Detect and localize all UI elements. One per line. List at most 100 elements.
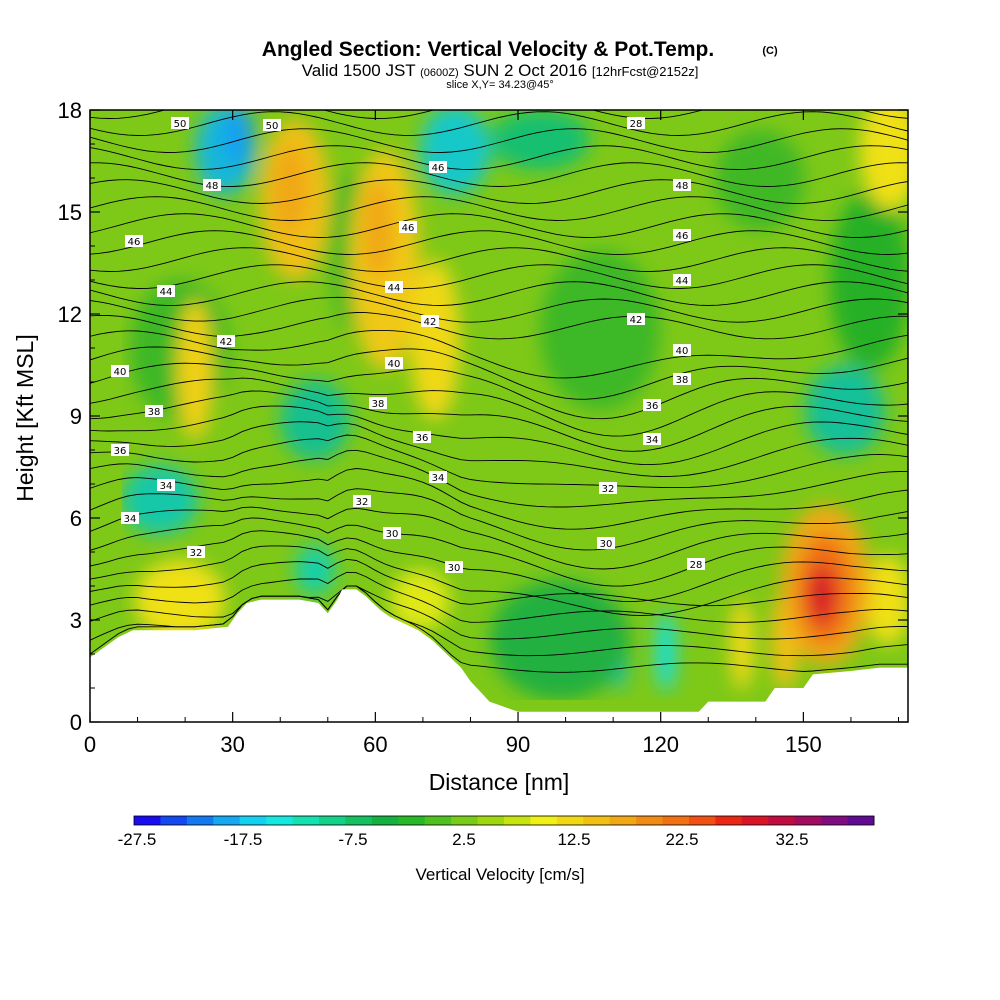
colorbar-swatch bbox=[213, 816, 241, 825]
colorbar-swatch bbox=[741, 816, 769, 825]
x-tick-label: 90 bbox=[506, 732, 530, 757]
isoline bbox=[90, 213, 908, 238]
subtitle-forecast: [12hrFcst@2152z] bbox=[592, 64, 698, 79]
contour-label: 40 bbox=[111, 365, 129, 378]
isoline bbox=[90, 145, 908, 170]
contour-label-box bbox=[217, 335, 235, 347]
subtitle-date: SUN 2 Oct 2016 bbox=[463, 61, 587, 80]
x-axis-label: Distance [nm] bbox=[429, 769, 570, 795]
isoline bbox=[90, 468, 908, 530]
contour-label: 44 bbox=[157, 285, 175, 298]
chart-title-unit: (C) bbox=[762, 45, 778, 57]
colorbar-swatch bbox=[398, 816, 426, 825]
isoline bbox=[90, 506, 908, 570]
x-axis-ticks: 0 30 60 90 120 150 bbox=[84, 110, 899, 757]
field-blob bbox=[830, 190, 908, 370]
contour-label-text: 50 bbox=[266, 121, 279, 132]
contour-label: 36 bbox=[111, 444, 129, 457]
colorbar-swatch bbox=[371, 816, 399, 825]
contour-label: 42 bbox=[421, 315, 439, 328]
x-tick-label: 150 bbox=[785, 732, 822, 757]
contour-label-box bbox=[643, 433, 661, 445]
colorbar-swatch bbox=[477, 816, 505, 825]
contour-label-box bbox=[429, 161, 447, 173]
contour-label-text: 34 bbox=[124, 514, 137, 525]
contour-label-text: 36 bbox=[646, 401, 659, 412]
contour-label-box bbox=[121, 512, 139, 524]
contour-label-text: 42 bbox=[424, 317, 437, 328]
colorbar-swatch bbox=[266, 816, 293, 825]
contour-label-text: 44 bbox=[676, 276, 689, 287]
contour-label-box bbox=[673, 274, 691, 286]
x-tick-label: 120 bbox=[642, 732, 679, 757]
colorbar-label: -17.5 bbox=[224, 830, 263, 849]
y-tick-label: 12 bbox=[58, 302, 82, 327]
field-blob bbox=[730, 600, 754, 690]
colorbar-swatch bbox=[662, 816, 690, 825]
contour-label: 40 bbox=[673, 344, 691, 357]
colorbar-swatch bbox=[345, 816, 373, 825]
contour-label: 40 bbox=[385, 357, 403, 370]
contour-label: 46 bbox=[673, 229, 691, 242]
field-blob bbox=[135, 560, 225, 640]
contour-label: 50 bbox=[263, 119, 281, 132]
colorbar-swatch bbox=[847, 816, 875, 825]
contour-label-text: 28 bbox=[630, 119, 643, 130]
isoline bbox=[90, 329, 908, 379]
contour-label-text: 30 bbox=[386, 529, 399, 540]
field-blob bbox=[362, 180, 394, 280]
isoline bbox=[90, 346, 908, 400]
contour-label-text: 46 bbox=[128, 237, 141, 248]
colorbar-swatch bbox=[239, 816, 267, 825]
isoline bbox=[90, 585, 908, 640]
contour-label-box bbox=[111, 444, 129, 456]
chart-subtitle: Valid 1500 JST (0600Z) SUN 2 Oct 2016 [1… bbox=[302, 61, 699, 80]
x-tick-label: 60 bbox=[363, 732, 387, 757]
contour-label-text: 44 bbox=[388, 283, 401, 294]
contour-label-box bbox=[171, 117, 189, 129]
colorbar-swatch bbox=[292, 816, 320, 825]
contour-label: 46 bbox=[125, 235, 143, 248]
contour-label-text: 32 bbox=[190, 548, 203, 559]
contour-label: 36 bbox=[413, 431, 431, 444]
contour-label-box bbox=[385, 281, 403, 293]
field-blob bbox=[490, 110, 590, 170]
contour-label-text: 48 bbox=[206, 181, 219, 192]
contour-label-text: 38 bbox=[372, 399, 385, 410]
contour-label-box bbox=[111, 365, 129, 377]
y-tick-label: 15 bbox=[58, 200, 82, 225]
colorbar-swatch bbox=[160, 816, 188, 825]
isoline bbox=[90, 434, 908, 489]
contour-label-text: 36 bbox=[416, 433, 429, 444]
isoline bbox=[90, 162, 908, 187]
colorbar-swatch bbox=[715, 816, 743, 825]
contour-label: 28 bbox=[627, 117, 645, 130]
isoline bbox=[90, 179, 908, 204]
contour-label-box bbox=[627, 313, 645, 325]
field-blob bbox=[490, 580, 630, 700]
contour-label-text: 50 bbox=[174, 119, 187, 130]
field-blob bbox=[860, 110, 908, 210]
colorbar-title: Vertical Velocity [cm/s] bbox=[415, 865, 584, 884]
isoline bbox=[90, 421, 908, 477]
field-blob bbox=[656, 612, 676, 692]
isoline bbox=[90, 517, 908, 587]
contour-label-text: 34 bbox=[646, 435, 659, 446]
contour-label: 36 bbox=[643, 399, 661, 412]
field-blob bbox=[540, 250, 660, 410]
contour-label-box bbox=[687, 558, 705, 570]
contour-label: 38 bbox=[673, 373, 691, 386]
contour-label: 30 bbox=[597, 537, 615, 550]
contour-label-text: 34 bbox=[432, 473, 445, 484]
contour-label-text: 28 bbox=[690, 560, 703, 571]
colorbar-swatch bbox=[689, 816, 716, 825]
colorbar-label: -27.5 bbox=[118, 830, 157, 849]
colorbar-swatch bbox=[530, 816, 558, 825]
isoline bbox=[90, 230, 908, 255]
field-blob bbox=[222, 110, 254, 165]
contour-label-box bbox=[157, 479, 175, 491]
contour-label-box bbox=[187, 546, 205, 558]
isoline bbox=[90, 128, 908, 153]
contour-label: 42 bbox=[217, 335, 235, 348]
